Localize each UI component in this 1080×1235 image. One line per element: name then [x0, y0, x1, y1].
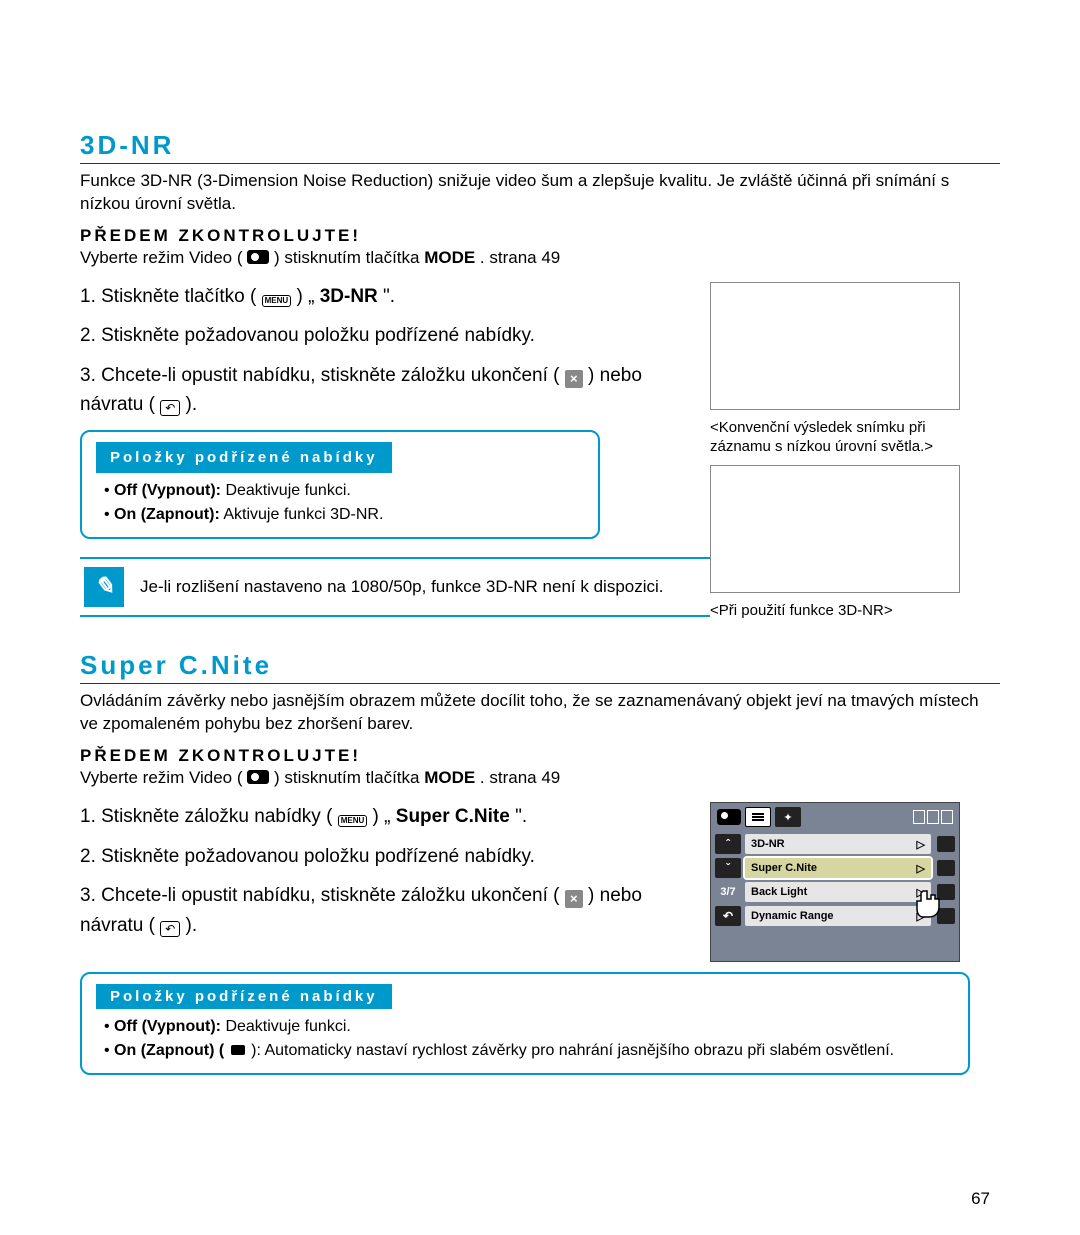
submenu-on-1: On (Zapnout): Aktivuje funkci 3D-NR.	[104, 503, 584, 527]
precheck2-b: ) stisknutím tlačítka	[274, 768, 424, 787]
close-icon: ×	[565, 890, 583, 908]
return-icon: ↶	[160, 921, 180, 937]
s1-step1a: 1. Stiskněte tlačítko (	[80, 286, 256, 307]
battery-icon	[913, 810, 953, 824]
cam-page-count: 3/7	[715, 886, 741, 898]
s2-step1a: 1. Stiskněte záložku nabídky (	[80, 806, 332, 827]
camera-menu-screenshot: ✦ ˆ 3D-NR▷ ˇ Super C.Nite▷	[710, 802, 960, 962]
cam-mode-icon	[717, 809, 741, 825]
close-icon: ×	[565, 370, 583, 388]
submenu-off-2: Off (Vypnout): Deaktivuje funkci.	[104, 1015, 954, 1039]
precheck-b: ) stisknutím tlačítka	[274, 248, 424, 267]
section2-intro: Ovládáním závěrky nebo jasnějším obrazem…	[80, 690, 1000, 736]
samples-column: <Konvenční výsledek snímku při záznamu s…	[710, 282, 960, 621]
off2-t: Deaktivuje funkci.	[225, 1018, 350, 1035]
section1-intro: Funkce 3D-NR (3-Dimension Noise Reductio…	[80, 170, 1000, 216]
on2-b: On (Zapnout) (	[114, 1042, 224, 1059]
on-t: Aktivuje funkci 3D-NR.	[223, 506, 383, 523]
sample-image-2	[710, 465, 960, 593]
cam-tab-menu	[745, 807, 771, 827]
steps-list-1: 1. Stiskněte tlačítko ( MENU ) „ 3D-NR "…	[80, 282, 690, 617]
submenu-box-1: Položky podřízené nabídky Off (Vypnout):…	[80, 430, 600, 539]
cam-up-button: ˆ	[715, 834, 741, 854]
s2-step1b: ) „	[373, 806, 391, 827]
cam-return-button: ↶	[715, 906, 741, 926]
cam-item-ind	[937, 836, 955, 852]
off-t: Deaktivuje funkci.	[225, 482, 350, 499]
off2-b: Off (Vypnout):	[114, 1018, 221, 1035]
cam-column: ✦ ˆ 3D-NR▷ ˇ Super C.Nite▷	[710, 802, 960, 962]
submenu-box-2: Položky podřízené nabídky Off (Vypnout):…	[80, 972, 970, 1075]
video-mode-icon	[247, 770, 269, 784]
s1-step1c: ".	[383, 286, 395, 307]
note-row: ✎ Je-li rozlišení nastaveno na 1080/50p,…	[80, 557, 710, 617]
precheck-label-1: PŘEDEM ZKONTROLUJTE!	[80, 226, 1000, 246]
precheck-body-1: Vyberte režim Video ( ) stisknutím tlačí…	[80, 248, 1000, 268]
precheck-body-2: Vyberte režim Video ( ) stisknutím tlačí…	[80, 768, 1000, 788]
s2-step2: 2. Stiskněte požadovanou položku podříze…	[80, 842, 690, 871]
s1-step3c: ).	[186, 394, 198, 415]
cam-down-button: ˇ	[715, 858, 741, 878]
mode-label: MODE	[424, 248, 475, 267]
s1-step1b: ) „	[296, 286, 314, 307]
on-b: On (Zapnout):	[114, 506, 220, 523]
sample-image-1	[710, 282, 960, 410]
sample-caption-2: <Při použití funkce 3D-NR>	[710, 601, 960, 621]
cam-item-supercnite: Super C.Nite▷	[745, 858, 931, 878]
s2-step1-label: Super C.Nite	[396, 806, 510, 827]
cam-item-ind	[937, 860, 955, 876]
submenu-head-2: Položky podřízené nabídky	[96, 984, 392, 1009]
section2-title: Super C.Nite	[80, 650, 1000, 684]
submenu-off-1: Off (Vypnout): Deaktivuje funkci.	[104, 479, 584, 503]
on2-t: ): Automaticky nastaví rychlost závěrky …	[251, 1042, 894, 1059]
s2-step3a: 3. Chcete-li opustit nabídku, stiskněte …	[80, 885, 559, 906]
cnite-icon	[231, 1045, 245, 1055]
precheck-a: Vyberte režim Video (	[80, 248, 243, 267]
return-icon: ↶	[160, 400, 180, 416]
cam-item-dynrange: Dynamic Range▷	[745, 906, 931, 926]
cam-tab-settings: ✦	[775, 807, 801, 827]
s1-step2: 2. Stiskněte požadovanou položku podříze…	[80, 321, 690, 350]
s1-step1-label: 3D-NR	[320, 286, 378, 307]
precheck2-a: Vyberte režim Video (	[80, 768, 243, 787]
s2-step1c: ".	[515, 806, 527, 827]
cam-item-3dnr: 3D-NR▷	[745, 834, 931, 854]
precheck2-page: . strana 49	[480, 768, 560, 787]
video-mode-icon	[247, 250, 269, 264]
hand-cursor-icon	[909, 885, 945, 921]
cam-item-backlight: Back Light▷	[745, 882, 931, 902]
section1-title: 3D-NR	[80, 130, 1000, 164]
sample-caption-1: <Konvenční výsledek snímku při záznamu s…	[710, 418, 960, 457]
off-b: Off (Vypnout):	[114, 482, 221, 499]
page-number: 67	[971, 1189, 990, 1209]
s1-step3a: 3. Chcete-li opustit nabídku, stiskněte …	[80, 365, 559, 386]
submenu-on-2: On (Zapnout) ( ): Automaticky nastaví ry…	[104, 1039, 954, 1063]
menu-icon: MENU	[338, 815, 368, 827]
submenu-head-1: Položky podřízené nabídky	[96, 442, 392, 473]
note-text: Je-li rozlišení nastaveno na 1080/50p, f…	[140, 574, 664, 600]
s2-step3c: ).	[186, 915, 198, 936]
note-icon: ✎	[84, 567, 124, 607]
precheck-page: . strana 49	[480, 248, 560, 267]
mode-label-2: MODE	[424, 768, 475, 787]
menu-icon: MENU	[262, 295, 292, 307]
steps-list-2: 1. Stiskněte záložku nabídky ( MENU ) „ …	[80, 802, 690, 950]
precheck-label-2: PŘEDEM ZKONTROLUJTE!	[80, 746, 1000, 766]
